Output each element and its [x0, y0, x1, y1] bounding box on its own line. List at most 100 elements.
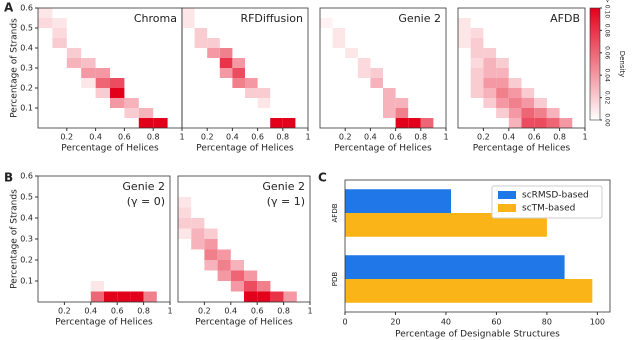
x-tick-label: 1: [307, 307, 312, 316]
heat-cell: [257, 98, 271, 108]
heat-cell: [244, 291, 258, 302]
heat-cell: [194, 28, 208, 38]
heat-cell: [470, 58, 484, 68]
heat-cell: [496, 58, 509, 68]
panel-title: AFDB: [550, 12, 580, 25]
heat-cell: [204, 228, 218, 239]
heat-cell: [470, 68, 484, 78]
x-tick-label: 0.6: [251, 133, 264, 142]
x-tick-label: 0.6: [118, 133, 131, 142]
bar: [345, 213, 547, 237]
heat-cell: [320, 18, 333, 28]
heat-cell: [207, 48, 220, 58]
panel-label: A: [4, 1, 14, 15]
x-tick-label: 0.8: [553, 133, 566, 142]
heat-cell: [52, 18, 67, 28]
heat-cell: [182, 8, 195, 18]
heat-cell: [534, 108, 547, 118]
heat-cell: [217, 270, 231, 281]
heat-cell: [508, 98, 522, 108]
y-tick-label: 0.6: [20, 172, 33, 181]
x-tick-label: 0.4: [224, 307, 237, 316]
colorbar-tick-label: 0.08: [604, 24, 611, 38]
heat-cell: [219, 68, 233, 78]
heat-cell: [191, 239, 205, 250]
heat-cell: [66, 58, 82, 68]
heat-cell: [194, 38, 208, 48]
heat-cell: [204, 260, 218, 271]
bar: [345, 279, 593, 303]
heat-cell: [110, 78, 125, 88]
x-tick-label: 40: [441, 318, 451, 327]
heat-cell: [110, 98, 125, 108]
heat-cell: [230, 260, 244, 271]
heat-cell: [257, 88, 271, 98]
bar: [345, 255, 565, 279]
heat-cell: [496, 68, 509, 78]
heat-cell: [508, 78, 522, 88]
heat-cell: [257, 291, 271, 302]
heat-cell: [81, 58, 96, 68]
x-tick-label: 0.2: [339, 133, 352, 142]
x-tick-label: 0.8: [137, 307, 150, 316]
heat-cell: [232, 58, 245, 68]
heat-cell: [395, 108, 409, 118]
x-tick-label: 0.4: [502, 133, 515, 142]
x-axis-label: Percentage of Helices: [55, 318, 153, 328]
heat-cell: [130, 291, 144, 302]
x-axis-label: Percentage of Helices: [334, 144, 432, 154]
heat-cell: [138, 108, 154, 118]
heat-cell: [244, 281, 258, 292]
panel-title: Genie 2: [398, 12, 441, 25]
heat-cell: [458, 38, 471, 48]
plot-frame: [181, 7, 309, 129]
heat-cell: [483, 78, 497, 88]
y-tick-label: 0.6: [20, 4, 33, 13]
y-tick-label: 0.2: [20, 256, 33, 265]
heat-cell: [52, 28, 67, 38]
heat-cell: [470, 78, 484, 88]
heat-cell: [207, 38, 220, 48]
colorbar-tick-label: 0.00: [604, 113, 611, 127]
x-tick-label: 0.4: [364, 133, 377, 142]
heat-cell: [383, 88, 396, 98]
heat-cell: [204, 249, 218, 260]
legend-swatch: [498, 204, 516, 212]
heat-cell: [90, 281, 104, 292]
heat-cell: [282, 118, 296, 128]
heat-cell: [95, 88, 110, 98]
heat-cell: [458, 18, 471, 28]
heat-cell: [470, 88, 484, 98]
x-tick-label: 1: [167, 307, 172, 316]
heat-cell: [178, 228, 192, 239]
x-tick-label: 1: [443, 133, 448, 142]
heat-cell: [81, 68, 96, 78]
y-tick-label: 0.5: [20, 24, 33, 33]
heat-cell: [257, 281, 271, 292]
colorbar: [589, 7, 601, 121]
y-tick-label: 0.5: [20, 193, 33, 202]
heat-cell: [95, 78, 110, 88]
heat-cell: [508, 108, 522, 118]
heat-cell: [395, 118, 409, 128]
heat-cell: [90, 291, 104, 302]
heat-cell: [245, 88, 258, 98]
y-axis-label: Percentage of Strands: [10, 189, 20, 289]
x-tick-label: 0.4: [89, 133, 102, 142]
panel-title: RFDiffusion: [240, 12, 303, 25]
y-tick-label: 0.1: [20, 104, 33, 113]
colorbar-tick-label: 0.06: [604, 46, 611, 60]
heat-cell: [483, 98, 497, 108]
heat-cell: [370, 68, 383, 78]
heat-cell: [408, 118, 421, 128]
heat-cell: [370, 78, 383, 88]
heat-cell: [230, 281, 244, 292]
heat-cell: [178, 207, 192, 218]
panel-title: Chroma: [134, 12, 177, 25]
heat-cell: [383, 108, 396, 118]
x-tick-label: 1: [179, 133, 184, 142]
heat-cell: [483, 58, 497, 68]
x-axis-label: Percentage of Helices: [61, 144, 159, 154]
heat-cell: [138, 118, 154, 128]
